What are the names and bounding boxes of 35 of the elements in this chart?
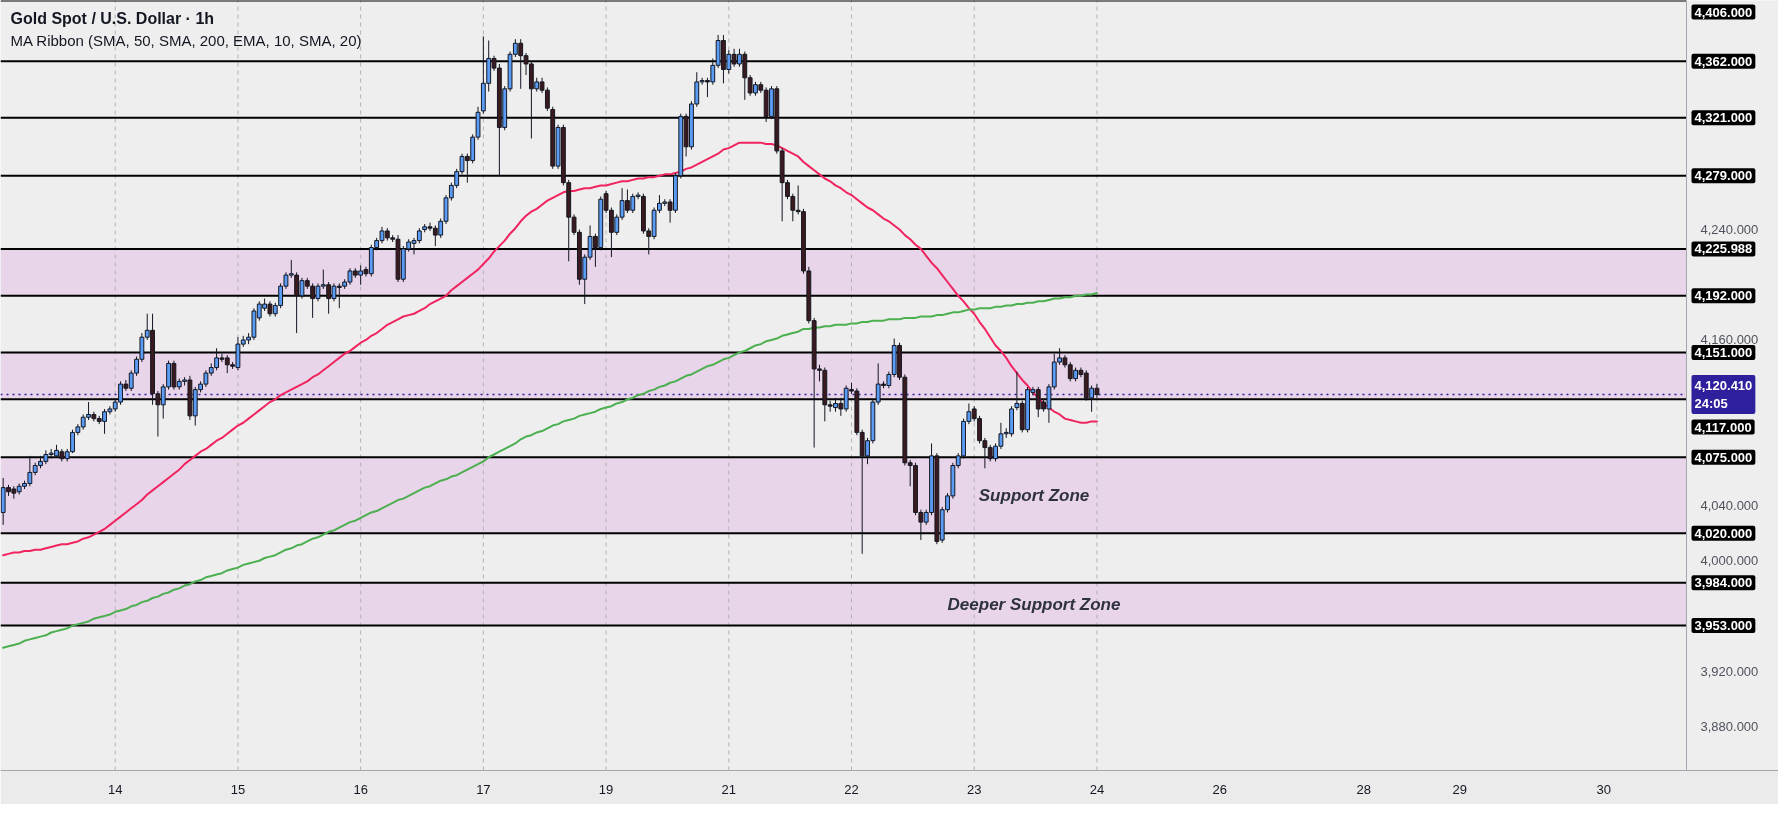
x-tick-label: 26 bbox=[1212, 781, 1227, 797]
ref-line-label: 4,075.000 bbox=[1694, 449, 1753, 465]
text: MA Ribbon (SMA, 50, SMA, 200, EMA, 10, SMA, 20) bbox=[10, 31, 362, 49]
ref-line-label: 4,279.000 bbox=[1694, 168, 1753, 184]
ref-line-label: 4,225.988 bbox=[1694, 241, 1753, 257]
ref-line-label: 4,151.000 bbox=[1694, 344, 1753, 360]
x-tick-label: 29 bbox=[1452, 781, 1467, 797]
ref-line-label: 3,984.000 bbox=[1694, 575, 1753, 591]
text: Gold Spot / U.S. Dollar · 1h bbox=[10, 9, 215, 27]
ref-line-label: 4,192.000 bbox=[1694, 288, 1753, 304]
band-label: Support Zone bbox=[978, 485, 1090, 505]
x-tick-label: 22 bbox=[844, 781, 859, 797]
ref-line-label: 4,321.000 bbox=[1694, 110, 1753, 126]
y-tick-label: 4,040.000 bbox=[1700, 498, 1759, 514]
x-tick-label: 16 bbox=[353, 781, 368, 797]
ref-line-label: 4,406.000 bbox=[1694, 4, 1753, 20]
x-tick-label: 19 bbox=[598, 781, 614, 797]
ref-line-label: 4,117.000 bbox=[1694, 419, 1752, 435]
x-tick-label: 23 bbox=[966, 781, 982, 797]
ref-line-label: 4,120.410 24:05 bbox=[1694, 378, 1753, 412]
y-tick-label: 4,240.000 bbox=[1700, 222, 1759, 238]
band-label: Deeper Support Zone bbox=[947, 594, 1121, 614]
y-tick-label: 3,920.000 bbox=[1700, 663, 1759, 679]
x-tick-label: 30 bbox=[1596, 781, 1612, 797]
x-tick-label: 21 bbox=[721, 781, 737, 797]
y-tick-label: 4,000.000 bbox=[1700, 553, 1759, 569]
ref-line-label: 3,953.000 bbox=[1694, 618, 1753, 634]
x-tick-label: 15 bbox=[230, 781, 246, 797]
x-tick-label: 17 bbox=[476, 781, 491, 797]
ref-line-label: 4,020.000 bbox=[1694, 525, 1753, 541]
x-tick-label: 24 bbox=[1089, 781, 1105, 797]
x-tick-label: 14 bbox=[107, 781, 123, 797]
x-tick-label: 28 bbox=[1356, 781, 1371, 797]
y-tick-label: 3,880.000 bbox=[1700, 718, 1759, 734]
ref-line-label: 4,362.000 bbox=[1694, 53, 1753, 69]
